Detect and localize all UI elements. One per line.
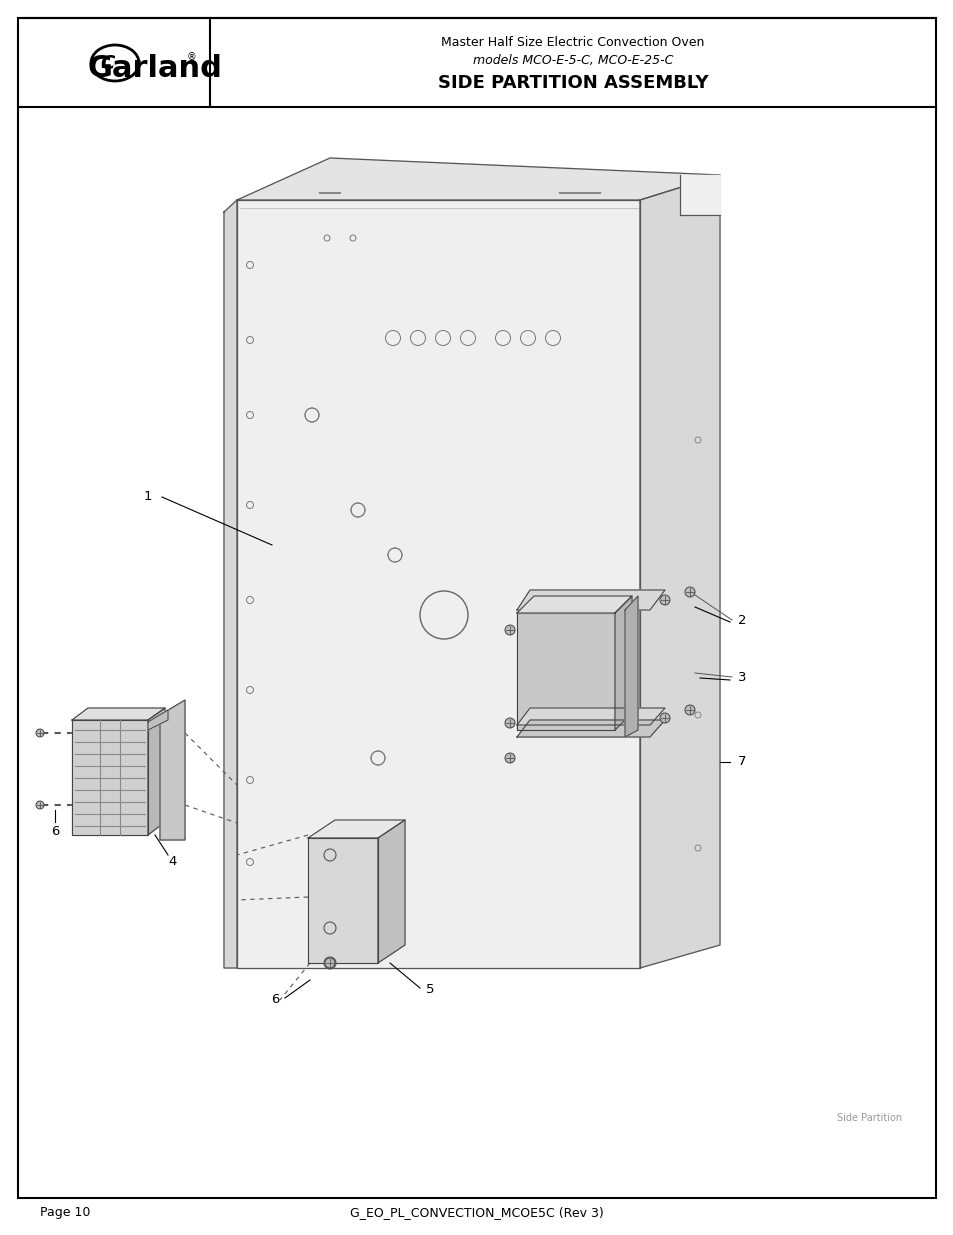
Circle shape [659, 595, 669, 605]
Polygon shape [236, 158, 720, 200]
Text: 1: 1 [144, 490, 152, 504]
Polygon shape [517, 597, 631, 613]
Polygon shape [71, 708, 165, 720]
Polygon shape [517, 708, 664, 725]
Polygon shape [624, 597, 638, 737]
Text: models MCO-E-5-C, MCO-E-25-C: models MCO-E-5-C, MCO-E-25-C [473, 53, 673, 67]
Polygon shape [679, 175, 720, 215]
Circle shape [504, 753, 515, 763]
Circle shape [36, 802, 44, 809]
Text: G_EO_PL_CONVECTION_MCOE5C (Rev 3): G_EO_PL_CONVECTION_MCOE5C (Rev 3) [350, 1207, 603, 1219]
Circle shape [659, 713, 669, 722]
Polygon shape [71, 720, 148, 835]
Polygon shape [148, 708, 165, 835]
Polygon shape [224, 200, 236, 968]
Polygon shape [639, 175, 720, 968]
Text: ®: ® [187, 52, 196, 62]
Text: SIDE PARTITION ASSEMBLY: SIDE PARTITION ASSEMBLY [437, 74, 707, 91]
Polygon shape [517, 720, 664, 737]
Text: 6: 6 [271, 993, 279, 1007]
Circle shape [684, 587, 695, 597]
Text: 7: 7 [737, 756, 745, 768]
Circle shape [325, 958, 335, 968]
FancyBboxPatch shape [18, 19, 935, 1198]
Text: 6: 6 [51, 825, 59, 839]
Polygon shape [308, 839, 377, 963]
Text: Side Partition: Side Partition [837, 1113, 902, 1123]
Text: Page 10: Page 10 [40, 1207, 91, 1219]
Text: 5: 5 [425, 983, 434, 997]
Polygon shape [517, 590, 664, 610]
Text: Garland: Garland [88, 53, 222, 83]
Text: Master Half Size Electric Convection Oven: Master Half Size Electric Convection Ove… [441, 36, 704, 48]
Polygon shape [160, 700, 185, 840]
Circle shape [684, 705, 695, 715]
Polygon shape [377, 820, 405, 963]
Text: 3: 3 [737, 672, 745, 684]
Polygon shape [517, 613, 615, 730]
Text: C: C [100, 53, 114, 73]
Circle shape [504, 718, 515, 727]
Polygon shape [308, 820, 405, 839]
Polygon shape [615, 597, 631, 730]
Circle shape [504, 625, 515, 635]
Polygon shape [236, 200, 639, 968]
Polygon shape [148, 710, 168, 730]
Circle shape [36, 729, 44, 737]
Text: 4: 4 [169, 856, 177, 868]
Text: 2: 2 [737, 614, 745, 626]
